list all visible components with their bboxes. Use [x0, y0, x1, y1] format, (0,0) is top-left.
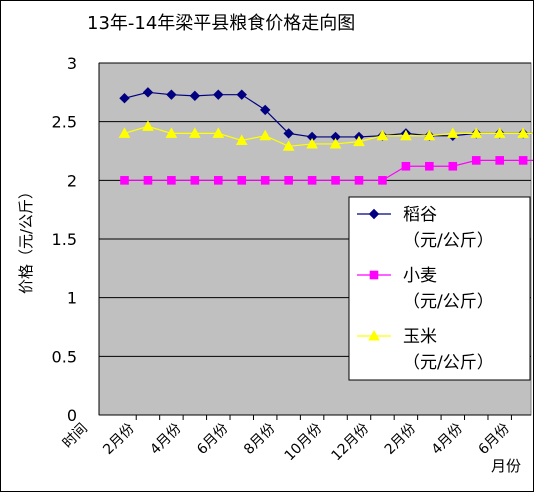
- data-point-0: [283, 128, 294, 139]
- data-point-2: [212, 127, 225, 138]
- data-point-2: [235, 134, 248, 145]
- y-tick-label: 1: [67, 289, 77, 308]
- data-point-0: [236, 89, 247, 100]
- data-point-1: [260, 176, 270, 185]
- x-tick-label: 8月份: [241, 421, 278, 458]
- data-point-1: [237, 176, 247, 185]
- legend-series-unit: （元/公斤）: [403, 292, 494, 312]
- legend-box: [348, 196, 531, 381]
- chart-title: 13年-14年梁平县粮食价格走向图: [87, 13, 356, 34]
- data-point-1: [307, 176, 317, 185]
- data-point-2: [189, 127, 201, 138]
- legend-series-unit: （元/公斤）: [403, 353, 494, 373]
- x-tick-label: 4月份: [429, 421, 466, 458]
- legend-swatch-marker: [368, 208, 380, 220]
- data-point-0: [213, 89, 224, 100]
- x-tick-label: 2月份: [100, 421, 137, 458]
- legend-swatch-marker: [369, 270, 379, 280]
- legend-series-name: 稻谷: [403, 205, 437, 225]
- data-point-1: [331, 176, 340, 185]
- data-point-1: [120, 176, 129, 185]
- x-tick-label: 6月份: [194, 421, 231, 458]
- data-point-1: [190, 176, 200, 185]
- data-point-1: [425, 161, 434, 171]
- data-point-2: [353, 135, 365, 147]
- legend-series-unit: （元/公斤）: [403, 231, 494, 251]
- x-axis-title: 月份: [491, 457, 521, 475]
- data-point-1: [495, 156, 504, 165]
- data-point-1: [378, 176, 387, 185]
- data-point-2: [165, 127, 178, 138]
- data-point-2: [446, 127, 459, 138]
- data-point-1: [518, 156, 528, 165]
- x-tick-label: 4月份: [147, 421, 184, 458]
- x-tick-label: 时间: [60, 421, 91, 452]
- data-point-2: [282, 140, 295, 151]
- data-point-1: [214, 176, 223, 185]
- data-point-2: [259, 129, 272, 141]
- data-point-1: [354, 176, 364, 185]
- data-point-0: [189, 90, 201, 102]
- data-point-0: [142, 87, 154, 98]
- data-point-2: [423, 129, 436, 141]
- data-point-1: [284, 176, 293, 185]
- data-point-1: [143, 176, 153, 185]
- y-tick-label: 1.5: [52, 230, 77, 249]
- data-point-2: [400, 129, 412, 141]
- data-point-2: [142, 120, 154, 131]
- y-tick-label: 3: [67, 54, 77, 73]
- x-tick-label: 6月份: [476, 421, 513, 458]
- data-point-1: [448, 161, 458, 171]
- data-point-2: [517, 127, 529, 138]
- data-point-0: [119, 92, 130, 104]
- y-axis-title: 价格（元/公斤）: [17, 184, 35, 294]
- x-tick-label: 12月份: [329, 421, 373, 465]
- data-point-2: [329, 137, 342, 149]
- data-point-0: [166, 89, 177, 100]
- y-tick-label: 2.5: [52, 113, 77, 132]
- data-point-1: [401, 161, 411, 171]
- data-point-2: [493, 127, 506, 138]
- data-point-2: [376, 129, 389, 141]
- data-point-1: [167, 176, 176, 185]
- data-point-0: [259, 104, 271, 116]
- data-point-1: [471, 156, 481, 165]
- y-tick-label: 2: [67, 171, 77, 190]
- legend-swatch-marker: [368, 329, 380, 341]
- data-point-2: [470, 127, 483, 138]
- y-tick-label: 0: [67, 406, 77, 425]
- data-point-2: [306, 137, 318, 149]
- x-tick-label: 10月份: [282, 421, 326, 465]
- y-tick-label: 0.5: [52, 347, 77, 366]
- x-tick-label: 2月份: [382, 421, 419, 458]
- legend-series-name: 玉米: [403, 327, 437, 347]
- legend-series-name: 小麦: [403, 266, 437, 286]
- data-point-2: [118, 127, 131, 138]
